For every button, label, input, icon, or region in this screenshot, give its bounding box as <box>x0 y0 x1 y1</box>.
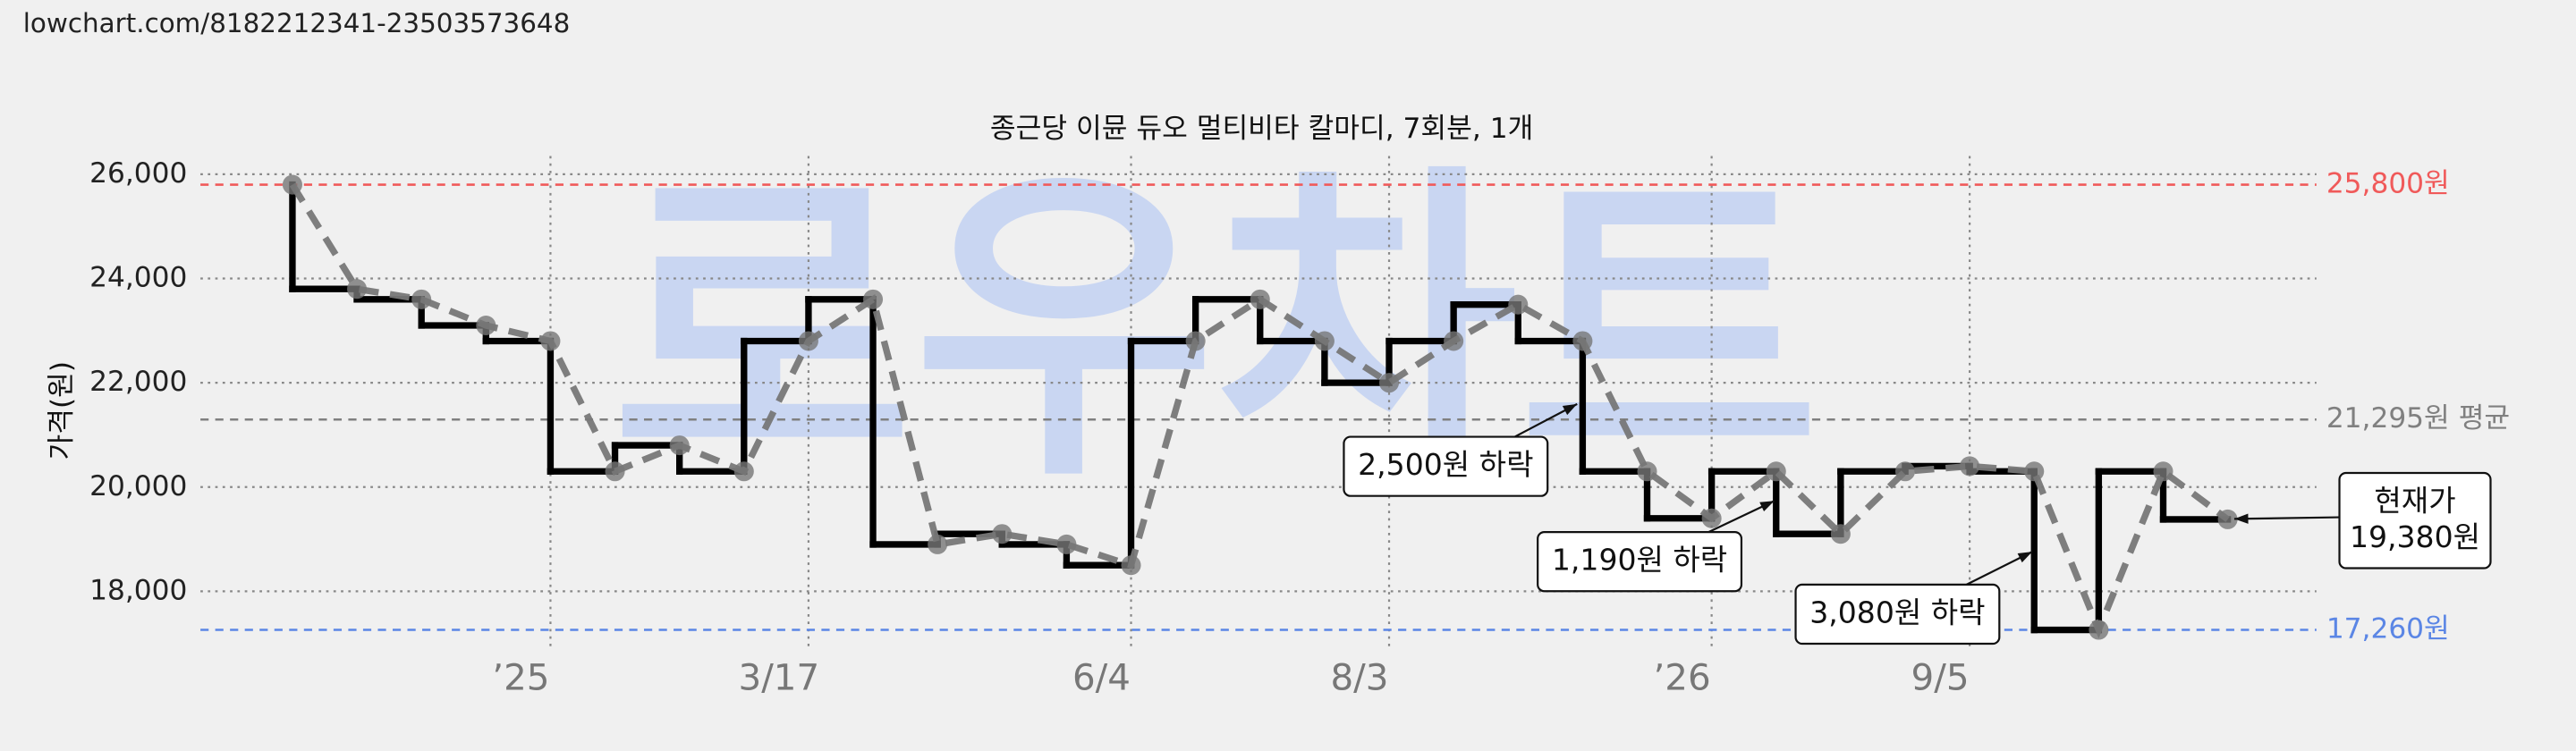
point <box>798 331 818 351</box>
annotation-box <box>1537 531 1743 593</box>
y-axis-label: 가격(원) <box>46 361 78 460</box>
point <box>1379 373 1400 393</box>
point <box>2089 620 2109 640</box>
point <box>1701 508 1722 528</box>
url: lowchart.com/8182212341-23503573648 <box>23 8 571 38</box>
point <box>347 279 368 300</box>
point <box>2153 461 2174 482</box>
annotation-box <box>1343 435 1549 497</box>
y-tick-label: 20,000 <box>89 470 187 502</box>
y-tick-label: 24,000 <box>89 262 187 294</box>
reference-label: 21,295원 평균 <box>2326 402 2510 435</box>
arrow-head <box>1562 403 1578 416</box>
annotation-text: 2,500원 하락 <box>1358 447 1533 482</box>
point <box>1185 331 1206 351</box>
arrow-head <box>1759 501 1775 511</box>
point <box>1894 461 1916 482</box>
point <box>411 289 432 309</box>
point <box>2024 461 2045 482</box>
point <box>1056 534 1077 554</box>
x-tick-label: 6/4 <box>1072 655 1131 698</box>
point <box>1314 331 1335 351</box>
x-tick-label: 9/5 <box>1911 655 1970 698</box>
x-tick-label: ’25 <box>492 655 549 698</box>
point <box>863 289 884 309</box>
annotation-text: 19,380원 <box>2350 519 2480 554</box>
point <box>928 534 948 554</box>
annotation-arrow <box>2233 516 2340 520</box>
point <box>1444 331 1464 351</box>
point <box>605 461 625 482</box>
point <box>1250 289 1270 309</box>
annotation-text: 현재가 <box>2374 484 2455 519</box>
point <box>733 461 754 482</box>
chart-title: 종근당 이뮨 듀오 멀티비타 칼마디, 7회분, 1개 <box>990 113 1533 145</box>
point <box>1121 555 1141 576</box>
annotation-box <box>1794 583 2001 646</box>
point <box>1508 294 1529 315</box>
point <box>992 524 1013 544</box>
point <box>282 174 302 195</box>
annotation-text: 1,190원 하락 <box>1552 543 1727 578</box>
reference-label: 17,260원 <box>2326 613 2450 646</box>
point <box>1766 461 1786 482</box>
x-tick-label: 8/3 <box>1330 655 1388 698</box>
point <box>1637 461 1657 482</box>
point <box>1572 331 1593 351</box>
reference-label: 25,800원 <box>2326 168 2450 200</box>
point <box>1830 524 1851 544</box>
point <box>1960 456 1980 477</box>
annotation-text: 3,080원 하락 <box>1809 595 1985 629</box>
point <box>2217 509 2238 529</box>
x-tick-label: ’26 <box>1653 655 1710 698</box>
annotation-box <box>2338 471 2492 570</box>
y-tick-label: 18,000 <box>89 574 187 606</box>
point <box>540 331 561 351</box>
x-tick-label: 3/17 <box>739 655 820 698</box>
point <box>669 435 690 456</box>
y-tick-label: 22,000 <box>89 366 187 398</box>
y-tick-label: 26,000 <box>89 157 187 190</box>
arrow-head <box>2017 552 2033 563</box>
point <box>476 315 496 336</box>
arrow-head <box>2233 513 2249 524</box>
